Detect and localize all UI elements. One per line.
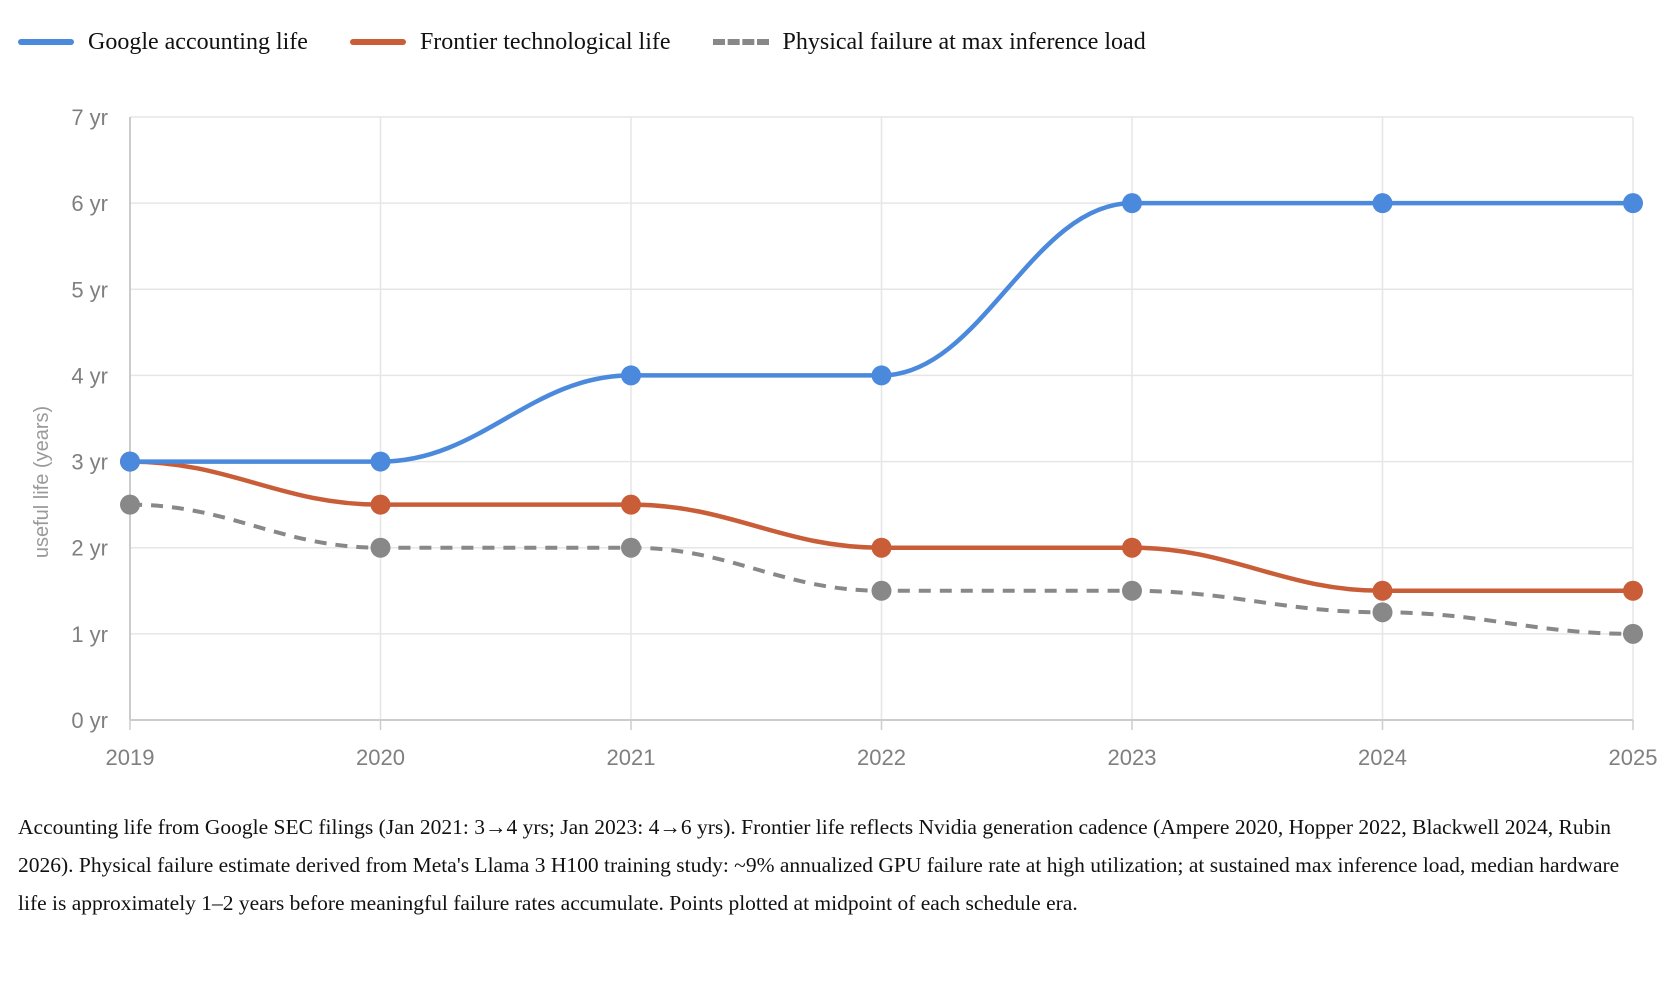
series-frontier-technological-life bbox=[120, 451, 1643, 601]
y-tick-label: 2 yr bbox=[71, 536, 108, 561]
data-point bbox=[871, 365, 892, 386]
x-tick-label: 2019 bbox=[106, 745, 155, 770]
data-point bbox=[621, 537, 641, 558]
series-physical-failure-at-max-inference-load bbox=[120, 494, 1643, 644]
legend-swatch bbox=[349, 39, 406, 45]
y-tick-label: 5 yr bbox=[71, 277, 108, 302]
series-google-accounting-life bbox=[120, 193, 1643, 472]
legend-item[interactable]: Frontier technological life bbox=[349, 28, 671, 56]
data-point bbox=[370, 494, 391, 515]
data-point bbox=[1372, 193, 1393, 214]
x-tick-label: 2025 bbox=[1609, 745, 1658, 770]
data-point bbox=[1372, 580, 1393, 601]
axes: 0 yr 1 yr 2 yr 3 yr 4 yr 5 yr 6 yr 7 yr 2019 2020… bbox=[71, 105, 1657, 770]
data-point bbox=[621, 494, 641, 515]
data-point bbox=[370, 451, 391, 472]
y-tick-label: 7 yr bbox=[71, 105, 108, 130]
data-point bbox=[621, 365, 641, 386]
data-point bbox=[370, 537, 391, 558]
data-point bbox=[1372, 602, 1393, 623]
chart-legend: Google accounting life Frontier technolog… bbox=[18, 22, 1146, 62]
data-point bbox=[1623, 623, 1643, 644]
data-point bbox=[1122, 580, 1142, 601]
x-tick-label: 2020 bbox=[356, 745, 405, 770]
data-point bbox=[120, 451, 140, 472]
data-point bbox=[1623, 580, 1643, 601]
data-point bbox=[871, 580, 892, 601]
legend-label: Physical failure at max inference load bbox=[782, 28, 1146, 55]
x-tick-label: 2021 bbox=[607, 745, 656, 770]
y-tick-label: 6 yr bbox=[71, 191, 108, 216]
chart-caption: Accounting life from Google SEC filings … bbox=[18, 815, 1620, 915]
legend-label: Frontier technological life bbox=[419, 28, 671, 55]
data-point bbox=[1122, 193, 1142, 214]
data-point bbox=[1623, 193, 1643, 214]
x-tick-label: 2023 bbox=[1108, 745, 1157, 770]
data-point bbox=[120, 494, 140, 515]
legend-label: Google accounting life bbox=[88, 28, 308, 55]
data-point bbox=[1122, 537, 1142, 558]
y-axis-title: useful life (years) bbox=[31, 406, 53, 558]
x-tick-label: 2024 bbox=[1358, 745, 1407, 770]
legend-item[interactable]: Google accounting life bbox=[18, 29, 308, 56]
x-tick-label: 2022 bbox=[857, 745, 906, 770]
grid bbox=[130, 116, 1634, 721]
legend-swatch bbox=[712, 39, 769, 45]
y-tick-label: 4 yr bbox=[71, 363, 108, 388]
data-point bbox=[871, 537, 892, 558]
y-tick-label: 3 yr bbox=[71, 450, 108, 475]
line-chart: 0 yr 1 yr 2 yr 3 yr 4 yr 5 yr 6 yr 7 yr 2019 2020… bbox=[31, 105, 1657, 770]
y-tick-label: 1 yr bbox=[71, 622, 108, 647]
series bbox=[120, 193, 1643, 644]
legend-item[interactable]: Physical failure at max inference load bbox=[712, 28, 1146, 56]
legend-swatch bbox=[18, 39, 74, 45]
y-tick-label: 0 yr bbox=[71, 708, 108, 733]
